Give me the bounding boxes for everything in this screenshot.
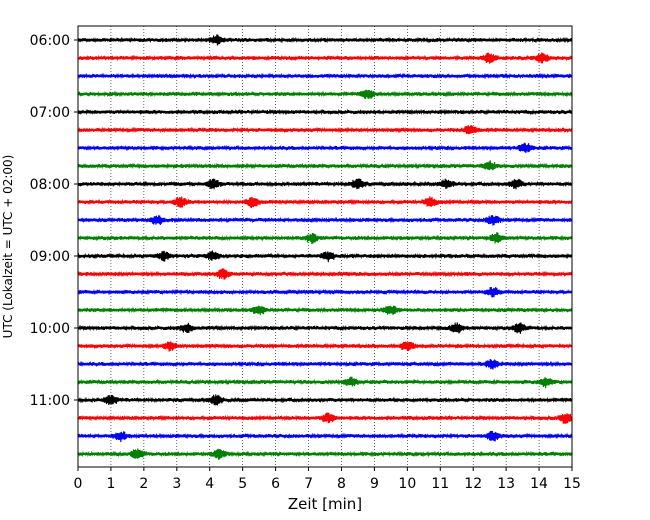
trace-0930 [77,286,573,298]
x-tick-label-8: 8 [337,476,346,492]
trace-1115 [77,412,573,424]
y-tick-label-0600: 06:00 [30,33,70,49]
trace-0715 [77,125,573,135]
trace-0730 [77,142,573,154]
x-tick-label-0: 0 [74,476,83,492]
x-tick-label-4: 4 [205,476,214,492]
y-tick-label-1000: 10:00 [30,321,70,337]
trace-1100 [77,394,573,406]
trace-1015 [77,341,573,352]
x-tick-label-5: 5 [238,476,247,492]
traces [77,34,573,460]
trace-0845 [77,232,573,245]
x-tick-label-11: 11 [431,476,449,492]
x-tick-label-10: 10 [398,476,416,492]
x-tick-label-7: 7 [304,476,313,492]
x-tick-label-1: 1 [106,476,115,492]
plot-frame [77,25,573,468]
trace-0830 [77,215,573,226]
trace-0745 [77,160,573,171]
x-axis-label: Zeit [min] [288,495,362,513]
y-tick-label-0900: 09:00 [30,249,70,265]
trace-1030 [77,358,573,370]
trace-0945 [77,305,573,316]
x-tick-label-13: 13 [497,476,515,492]
trace-0815 [77,196,573,209]
y-tick-label-1100: 11:00 [30,393,70,409]
trace-0615 [77,52,573,64]
trace-0915 [77,268,573,280]
trace-0800 [77,178,573,190]
trace-0900 [77,250,573,263]
x-axis: 0 1 2 3 4 5 6 7 8 9 10 11 12 13 14 15 [74,467,581,492]
x-tick-label-12: 12 [464,476,482,492]
trace-0645 [77,89,573,100]
trace-1145 [77,448,573,460]
x-tick-label-3: 3 [172,476,181,492]
y-tick-label-0800: 08:00 [30,177,70,193]
trace-1045 [77,376,573,389]
trace-1130 [77,430,573,443]
trace-0600 [77,34,573,46]
x-tick-label-2: 2 [139,476,148,492]
y-axis-label: UTC (Lokalzeit = UTC + 02:00) [1,155,15,339]
x-tick-label-9: 9 [370,476,379,492]
x-tick-label-14: 14 [530,476,548,492]
trace-1000 [77,322,573,334]
trace-0630 [77,72,573,80]
x-tick-label-6: 6 [271,476,280,492]
y-axis: 06:00 07:00 08:00 09:00 10:00 11:00 [30,33,78,409]
x-tick-label-15: 15 [563,476,581,492]
y-tick-label-0700: 07:00 [30,105,70,121]
trace-0700 [77,108,573,116]
